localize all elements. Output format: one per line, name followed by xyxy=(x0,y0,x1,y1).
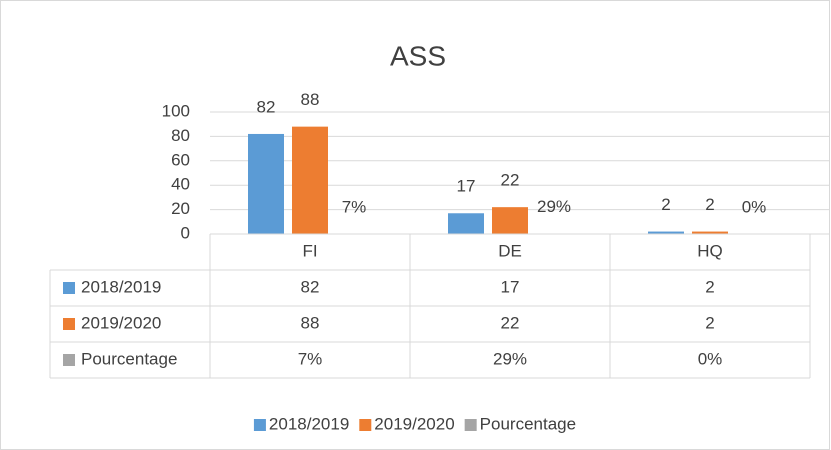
bar xyxy=(292,126,328,234)
data-label: 2 xyxy=(705,195,714,214)
table-cell: 17 xyxy=(501,277,520,296)
bar xyxy=(648,231,684,234)
y-tick-label: 40 xyxy=(171,175,190,194)
legend-key xyxy=(359,419,372,431)
table-legend-key xyxy=(63,318,75,330)
table-row-label: Pourcentage xyxy=(81,349,177,368)
legend-key xyxy=(253,419,266,431)
table-legend-key xyxy=(63,282,75,294)
legend-label: 2019/2020 xyxy=(374,414,454,433)
bar xyxy=(492,207,528,234)
y-tick-label: 80 xyxy=(171,126,190,145)
x-tick-label: HQ xyxy=(697,241,723,260)
y-tick-label: 60 xyxy=(171,150,190,169)
bar xyxy=(692,231,728,234)
x-tick-label: DE xyxy=(498,241,522,260)
data-label: 88 xyxy=(301,90,320,109)
x-tick-label: FI xyxy=(302,241,317,260)
data-label: 82 xyxy=(257,97,276,116)
table-legend-key xyxy=(63,354,75,366)
table-cell: 88 xyxy=(301,313,320,332)
chart-title: ASS xyxy=(390,40,446,71)
table-cell: 2 xyxy=(705,277,714,296)
y-tick-label: 100 xyxy=(162,101,190,120)
bar xyxy=(248,133,284,234)
table-row-label: 2018/2019 xyxy=(81,277,161,296)
legend-key xyxy=(464,419,477,431)
data-label: 22 xyxy=(501,171,520,190)
legend: 2018/2019 2019/2020 Pourcentage xyxy=(253,414,576,433)
table-cell: 2 xyxy=(705,313,714,332)
legend-label: Pourcentage xyxy=(480,414,576,433)
data-label: 0% xyxy=(742,197,767,216)
data-label: 29% xyxy=(537,197,571,216)
data-label: 7% xyxy=(342,197,367,216)
table-cell: 7% xyxy=(298,349,323,368)
data-label: 2 xyxy=(661,195,670,214)
y-tick-label: 0 xyxy=(181,223,190,242)
table-cell: 82 xyxy=(301,277,320,296)
table-cell: 0% xyxy=(698,349,723,368)
table-cell: 29% xyxy=(493,349,527,368)
y-tick-label: 20 xyxy=(171,199,190,218)
data-label: 17 xyxy=(457,177,476,196)
legend-label: 2018/2019 xyxy=(269,414,349,433)
bar xyxy=(448,213,484,234)
table-row-label: 2019/2020 xyxy=(81,313,161,332)
table-cell: 22 xyxy=(501,313,520,332)
